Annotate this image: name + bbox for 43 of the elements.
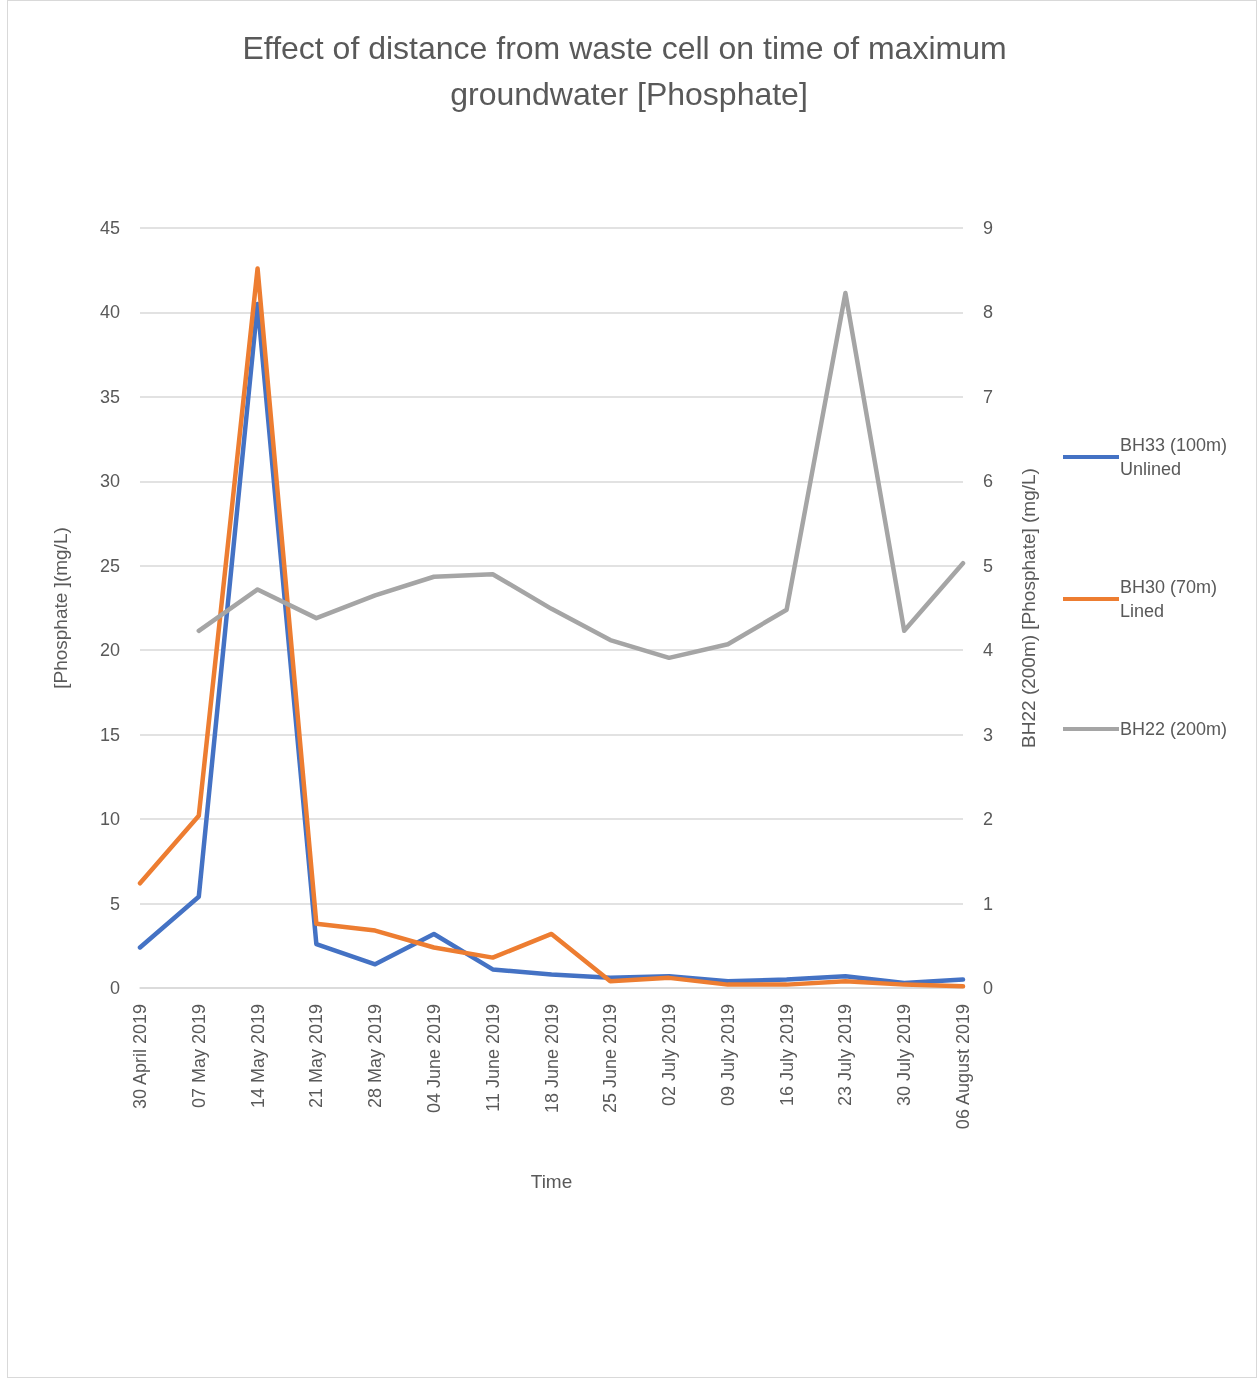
x-tick-label: 18 June 2019 — [541, 1004, 562, 1114]
x-tick-label: 09 July 2019 — [717, 1004, 738, 1107]
x-tick-label: 07 May 2019 — [188, 1004, 209, 1109]
x-tick-label: 23 July 2019 — [835, 1004, 856, 1107]
y2-tick-label: 6 — [983, 471, 994, 492]
legend-label: BH33 (100m) Unlined — [1120, 435, 1233, 479]
y-tick-label: 30 — [99, 471, 120, 492]
y2-tick-label: 1 — [983, 893, 994, 914]
x-tick-label: 21 May 2019 — [306, 1004, 327, 1109]
x-tick-label: 25 June 2019 — [600, 1004, 621, 1114]
y-tick-label: 40 — [99, 302, 120, 323]
x-tick-label: 06 August 2019 — [953, 1004, 973, 1130]
x-tick-label: 02 July 2019 — [659, 1004, 680, 1107]
x-tick-label: 04 June 2019 — [423, 1004, 444, 1114]
y-tick-label: 20 — [99, 640, 120, 661]
y2-tick-label: 7 — [983, 386, 994, 407]
y2-tick-label: 3 — [983, 724, 994, 745]
legend-label: BH30 (70m) Lined — [1120, 577, 1223, 621]
y2-tick-label: 5 — [983, 555, 994, 576]
y-tick-label: 45 — [99, 218, 120, 238]
legend-label: BH22 (200m) — [1120, 719, 1228, 739]
x-axis-title: Time — [530, 1171, 573, 1192]
y-tick-label: 25 — [99, 555, 120, 576]
line-series — [196, 290, 966, 661]
y2-tick-label: 9 — [983, 218, 994, 238]
y-tick-label: 15 — [99, 724, 120, 745]
y2-axis-title: BH22 (200m) [Phosphate] (mg/L) — [1018, 468, 1039, 748]
x-tick-label: 30 July 2019 — [894, 1004, 915, 1107]
x-tick-label: 30 April 2019 — [130, 1004, 150, 1110]
y2-tick-label: 2 — [983, 809, 994, 830]
y-tick-label: 0 — [109, 978, 120, 998]
y-axis-title: [Phosphate ](mg/L) — [50, 527, 71, 689]
x-tick-label: 16 July 2019 — [776, 1004, 797, 1107]
x-tick-label: 14 May 2019 — [247, 1004, 268, 1109]
y-tick-label: 10 — [99, 809, 120, 830]
chart-title: Effect of distance from waste cell on time of maximum groundwater [Phosphate] — [242, 30, 1016, 112]
y2-tick-label: 4 — [983, 640, 994, 661]
y2-tick-label: 0 — [983, 978, 994, 998]
y2-tick-label: 8 — [983, 302, 994, 323]
y-tick-label: 5 — [109, 893, 120, 914]
x-tick-label: 28 May 2019 — [365, 1004, 386, 1109]
y-tick-label: 35 — [99, 386, 120, 407]
x-tick-label: 11 June 2019 — [482, 1004, 503, 1112]
